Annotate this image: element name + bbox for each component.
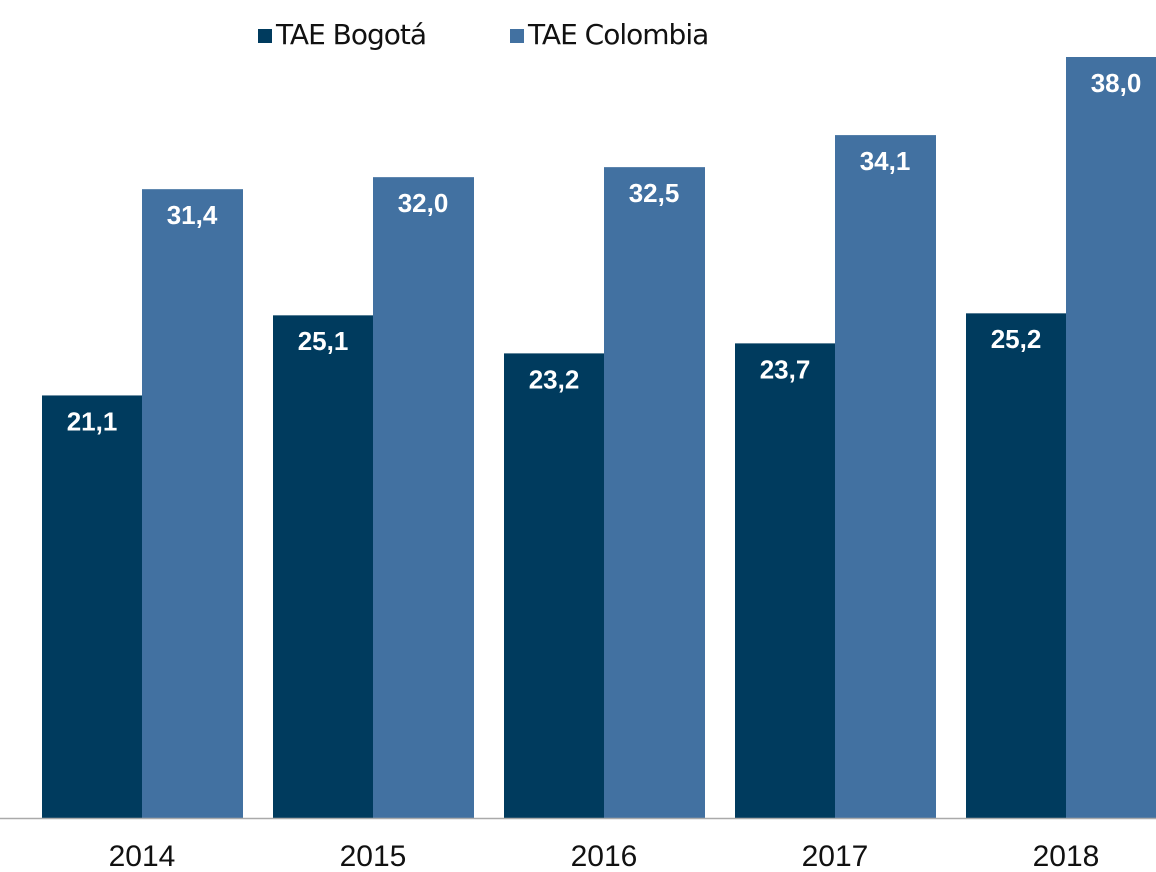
- bar: [835, 135, 936, 818]
- value-label: 38,0: [1091, 68, 1142, 98]
- legend-label: TAE Colombia: [527, 18, 708, 51]
- x-tick-label: 2016: [571, 840, 638, 872]
- value-label: 32,5: [629, 178, 680, 208]
- bar: [373, 177, 474, 818]
- bar: [735, 343, 836, 818]
- bar: [1066, 57, 1156, 818]
- value-label: 23,7: [760, 354, 811, 384]
- value-label: 25,2: [991, 324, 1042, 354]
- x-tick-label: 2017: [802, 840, 869, 872]
- legend-swatch: [258, 29, 272, 43]
- value-label: 32,0: [398, 188, 449, 218]
- x-tick-label: 2015: [340, 840, 407, 872]
- x-tick-label: 2014: [109, 840, 176, 872]
- legend-label: TAE Bogotá: [275, 18, 426, 51]
- value-label: 21,1: [67, 406, 118, 436]
- x-tick-label: 2018: [1033, 840, 1100, 872]
- bar: [604, 167, 705, 819]
- legend-swatch: [510, 29, 524, 43]
- bar: [504, 353, 605, 818]
- value-label: 31,4: [167, 200, 218, 230]
- bar: [966, 313, 1067, 818]
- value-label: 34,1: [860, 146, 911, 176]
- bar: [42, 395, 143, 818]
- bar: [273, 315, 374, 818]
- value-label: 23,2: [529, 364, 580, 394]
- bar: [142, 189, 243, 818]
- value-label: 25,1: [298, 326, 349, 356]
